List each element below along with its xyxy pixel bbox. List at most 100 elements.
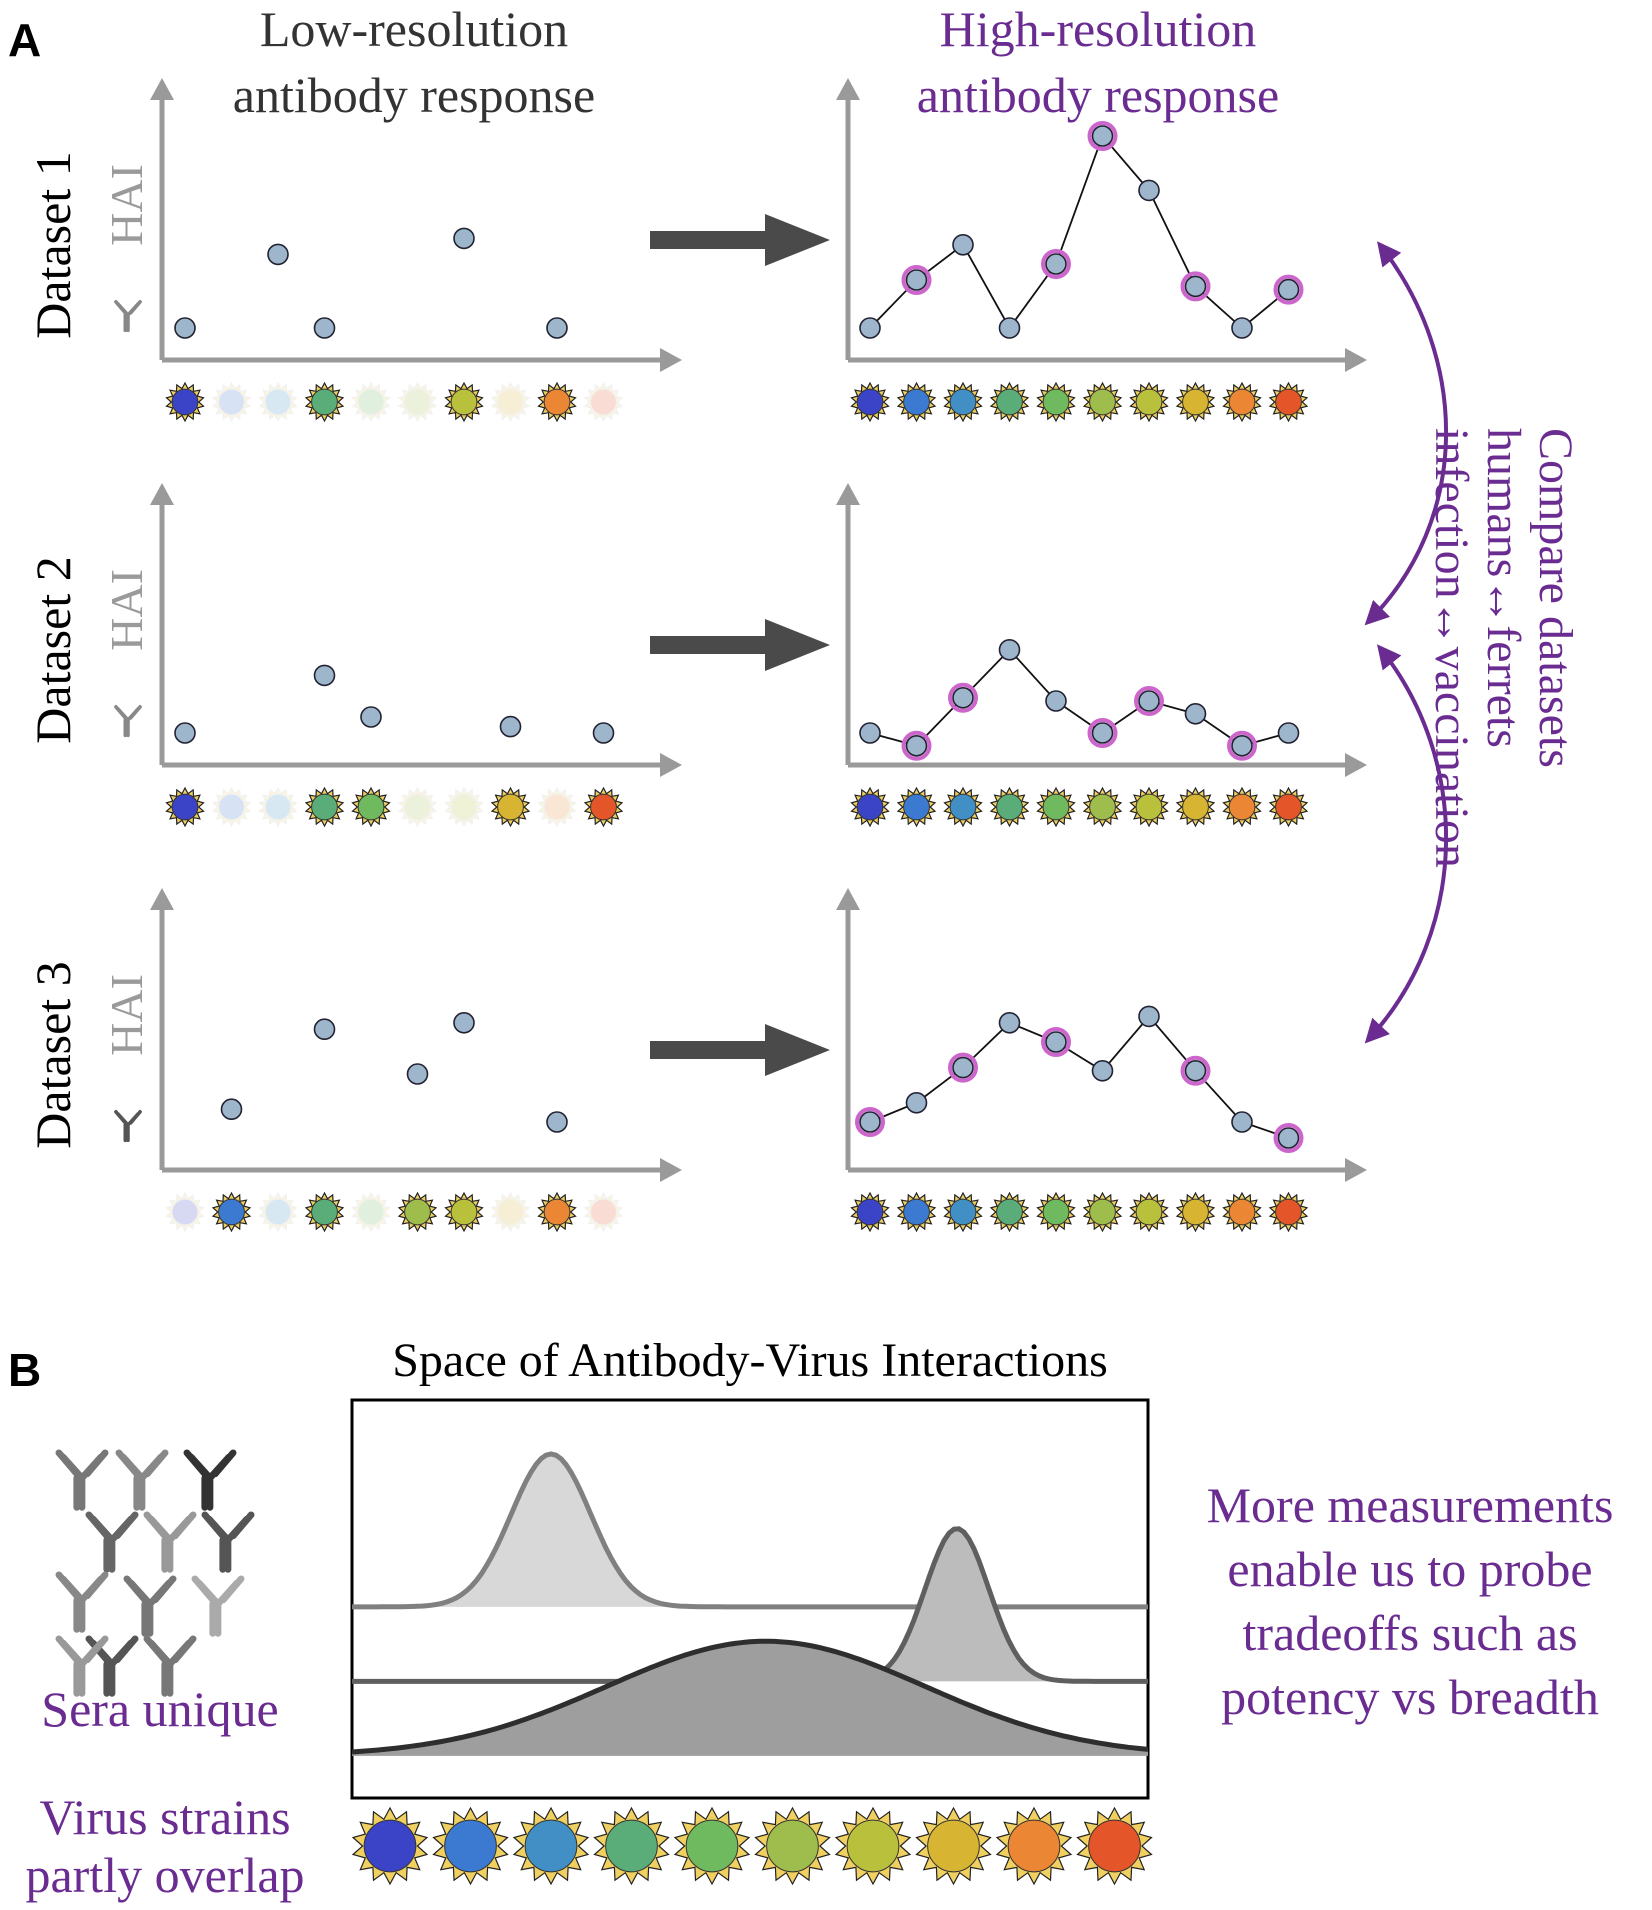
virus-body [1089,793,1116,821]
virus-icon [304,786,345,828]
data-point [546,317,568,339]
antibody-icon [55,1571,109,1633]
data-point [174,722,196,744]
inferred-ring [855,1107,885,1137]
transform-arrow [650,214,830,266]
virus-icon [1175,381,1216,423]
data-point [952,234,974,256]
y-axis-arrowhead [836,888,860,910]
compare-arrow-1-2 [1364,241,1448,626]
inferred-ring [1041,1027,1071,1057]
virus-body [1275,388,1302,416]
dataset-label: Dataset 3 [25,961,81,1148]
virus-body [450,1198,478,1226]
virus-body [856,793,884,821]
virus-body [497,388,524,416]
y-axis-arrowhead [836,483,860,505]
data-point [952,1056,974,1079]
curves [352,1451,1148,1756]
data-point [592,722,615,744]
inferred-ring [948,1052,978,1083]
data-point [1277,278,1300,301]
data-point [1277,1127,1300,1149]
high-res-plot [836,888,1367,1233]
compare-arrow-2-3 [1364,644,1448,1044]
virus-body [357,1198,385,1226]
virus-icon [304,381,345,423]
antibody-icon [114,1110,142,1143]
x-axis-arrowhead [1345,348,1367,372]
virus-icon [989,381,1030,423]
antibody-icon [201,1511,255,1573]
virus-spikes [583,381,624,423]
inferred-ring [1087,121,1118,151]
virus-icon [211,1191,252,1233]
virus-body [856,1198,884,1226]
data-point [1184,275,1207,298]
virus-body [685,1819,739,1873]
inferred-ring [1273,274,1304,305]
antibody-shape [143,1635,197,1697]
data-point [998,317,1021,339]
data-point [1045,690,1067,712]
antibody-shape [191,1575,245,1637]
virus-icon [1129,786,1169,828]
low-res-plot [150,888,682,1233]
virus-icon [989,786,1030,828]
dataset-label: Dataset 2 [25,556,81,743]
data-point [859,722,881,744]
inferred-ring [901,730,932,761]
antibody-icon [114,300,142,333]
note-line2: enable us to probe [1227,1541,1592,1597]
antibody-icon [85,1511,139,1573]
y-axis-arrowhead [150,78,174,100]
note-line1: More measurements [1207,1477,1614,1533]
virus-icon [1082,1191,1123,1233]
data-point [1231,1111,1253,1133]
data-point [453,227,475,250]
distribution-curve [352,1638,1148,1755]
data-point [453,1011,475,1034]
panel-b-title: Space of Antibody-Virus Interactions [392,1334,1108,1387]
distribution-fill [352,1454,1148,1607]
virus-icon [512,1806,590,1886]
note-line3: tradeoffs such as [1242,1605,1577,1661]
virus-body [903,793,930,821]
virus-body [1182,388,1209,416]
virus-icon [1036,381,1076,423]
virus-body [590,388,617,416]
virus-icon [397,786,438,828]
data-point [905,734,928,757]
data-point [1091,125,1114,147]
compare-label-line3: infection↔vaccination [1425,428,1478,868]
antibody-shape [115,1449,169,1511]
compare-label-line1: Compare datasets [1529,428,1582,768]
virus-icon [537,786,577,828]
inferred-ring [1180,271,1211,302]
virus-body [404,1198,431,1226]
virus-spikes [583,1191,624,1233]
transform-arrow [650,1024,830,1076]
virus-icon [583,1191,624,1233]
data-point [1138,690,1160,712]
dataset-row: Dataset 3 HAI [25,888,1367,1233]
data-point [905,1092,928,1114]
antibody-icon [143,1635,197,1697]
x-axis-arrowhead [1345,1158,1367,1182]
data-point [859,317,881,339]
note-line4: potency vs breadth [1221,1669,1599,1725]
virus-body [949,1198,977,1226]
data-point [1277,722,1300,744]
distribution-fill [352,1528,1148,1682]
virus-icon [943,1191,983,1233]
antibody-icon [55,1635,109,1697]
virus-icon [989,1191,1030,1233]
virus-icon [673,1806,751,1886]
virus-body [1135,1198,1163,1226]
virus-body [1007,1819,1061,1873]
x-axis-arrowhead [1345,753,1367,777]
antibody-icon [115,1449,169,1511]
inferred-ring [1180,1055,1211,1086]
panel-a-plots: Dataset 1 HAI Dataset 2 HAI Dataset 3 HAI [25,78,1367,1233]
virus-body [1228,793,1256,821]
